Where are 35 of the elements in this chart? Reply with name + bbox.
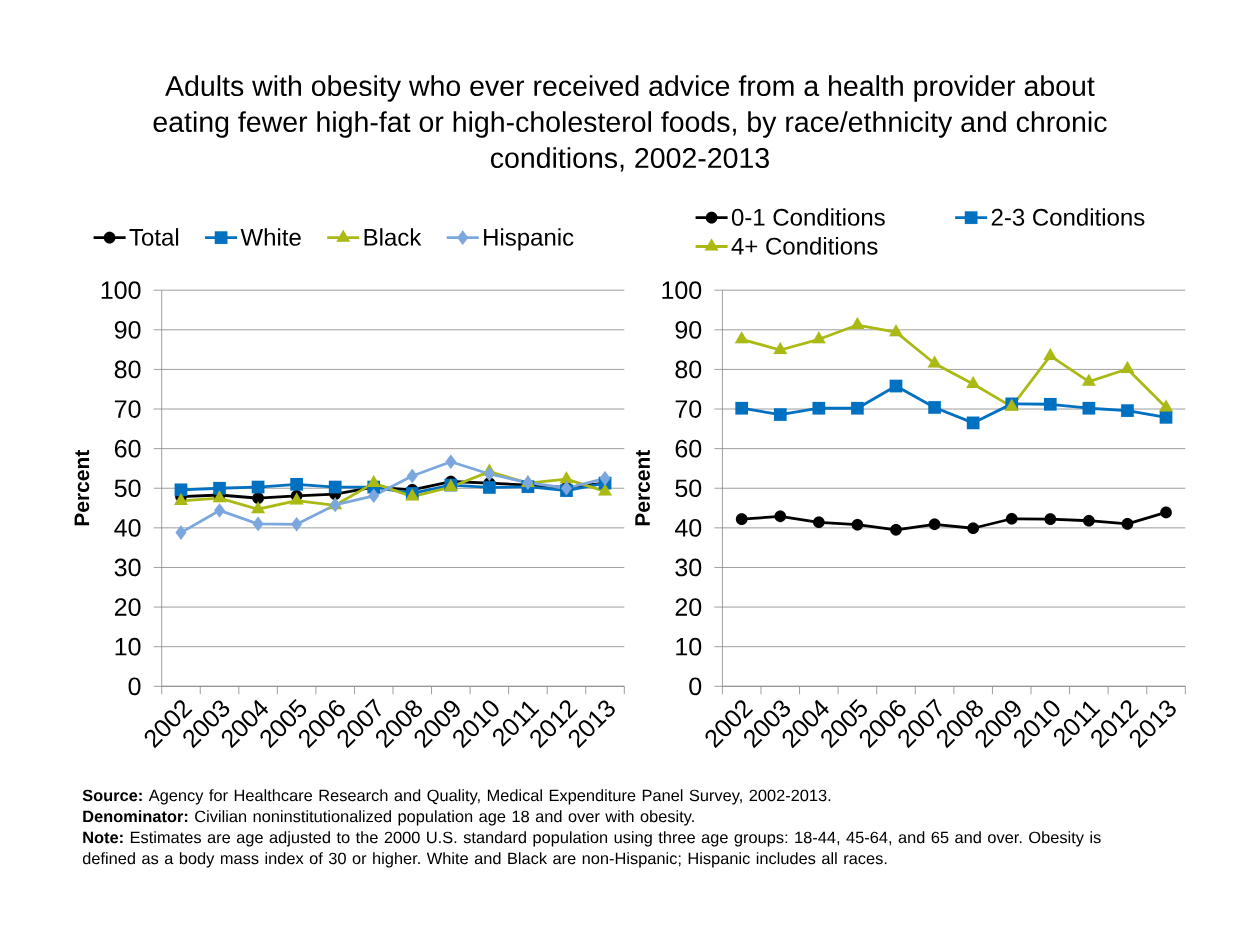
legend-label: White [240, 228, 301, 246]
chart-title: Adults with obesity who ever received advice from a health provider about eating fewer high-fat or high-cholesterol foods, by race/ethnicity and chronic conditions, 2002-2013 [153, 75, 1107, 172]
y-tick-label: 70 [114, 400, 141, 418]
y-tick-label: 20 [114, 598, 141, 616]
y-tick-label: 40 [114, 519, 141, 537]
legend-label: 2-3 Conditions [991, 208, 1145, 226]
y-tick-label: 40 [674, 519, 702, 537]
text: Denominator: Civilian noninstitutionalized population age 18 and over with obesity. [83, 810, 694, 826]
legend-label: Black [364, 228, 422, 246]
y-tick-label: 60 [114, 439, 141, 458]
y-tick-label: 0 [128, 677, 141, 696]
y-axis-title: Percent [635, 449, 650, 526]
y-tick-label: 80 [114, 360, 141, 379]
y-tick-label: 30 [114, 558, 141, 577]
y-tick-label: 100 [662, 281, 702, 300]
text: Source: Agency for Healthcare Research and Quality, Medical Expenditure Panel Survey, 2002-2013. [82, 789, 831, 805]
y-tick-label: 50 [114, 479, 141, 498]
legend-label: Total [129, 228, 179, 246]
legend-label: 0-1 Conditions [731, 208, 885, 226]
y-tick-label: 50 [675, 479, 702, 498]
y-tick-label: 0 [689, 677, 702, 696]
y-tick-label: 60 [675, 439, 702, 458]
y-tick-label: 100 [101, 281, 141, 300]
legend-label: Hispanic [484, 228, 574, 251]
y-tick-label: 10 [115, 637, 141, 656]
y-tick-label: 80 [675, 360, 702, 379]
y-tick-label: 20 [675, 598, 702, 616]
y-tick-label: 70 [675, 400, 702, 418]
y-tick-label: 90 [675, 320, 702, 339]
text: Note: Estimates are age adjusted to the 2000 U.S. standard population using three age groups: 18-44, 45-64, and 65 and over. Obesity is defined as a body mass index of 30 or higher. White and Black are non-Hispanic; Hispanic includes all races. [82, 831, 1101, 868]
y-tick-label: 90 [114, 320, 141, 339]
y-axis-title: Percent [74, 449, 90, 526]
y-tick-label: 30 [675, 558, 702, 577]
y-tick-label: 10 [676, 637, 702, 656]
legend-label: 4+ Conditions [731, 237, 878, 255]
